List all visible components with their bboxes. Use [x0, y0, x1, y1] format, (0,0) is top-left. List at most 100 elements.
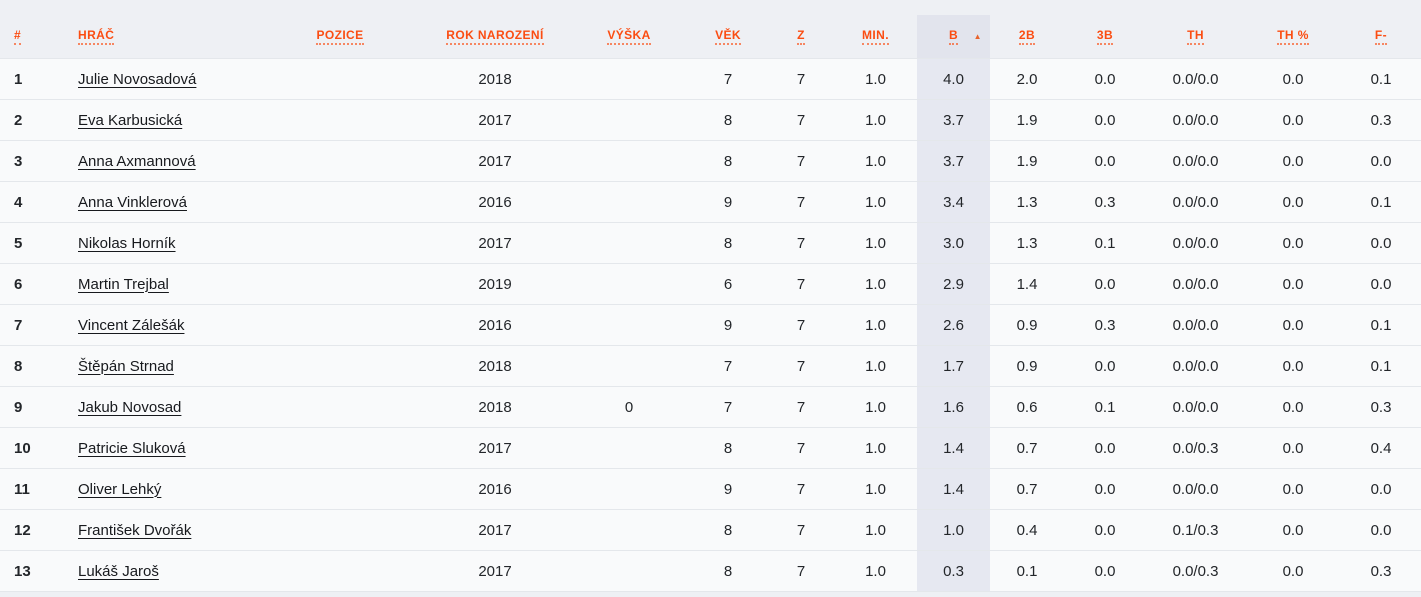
birth-year-cell: 2018 — [420, 386, 570, 428]
player-link[interactable]: Lukáš Jaroš — [78, 562, 159, 580]
rank-header-label[interactable]: # — [14, 28, 22, 45]
rank-cell: 9 — [0, 386, 64, 428]
free-throws-header-label[interactable]: TH — [1187, 28, 1204, 45]
three-point-cell: 0.3 — [1064, 181, 1146, 223]
age-header-label[interactable]: VĚK — [715, 28, 741, 45]
rank-cell: 2 — [0, 99, 64, 141]
three-point-header-label[interactable]: 3B — [1096, 28, 1114, 45]
position-cell — [260, 468, 420, 510]
player-link[interactable]: Eva Karbusická — [78, 111, 183, 129]
rank-cell: 6 — [0, 263, 64, 305]
points-cell: 1.4 — [917, 468, 990, 510]
position-cell — [260, 509, 420, 551]
player-row: 3 Anna Axmannová 2017 8 7 1.0 3.7 1.9 0.… — [0, 140, 1421, 182]
games-header-label[interactable]: Z — [797, 28, 805, 45]
fouls-cell: 0.1 — [1341, 304, 1421, 346]
sort-ascending-icon[interactable]: ▲ — [973, 31, 982, 41]
birth-year-cell: 2016 — [420, 304, 570, 346]
rank-cell: 10 — [0, 427, 64, 469]
position-header-label[interactable]: POZICE — [316, 28, 364, 45]
height-cell — [570, 222, 688, 264]
fouls-cell: 0.0 — [1341, 468, 1421, 510]
two-point-cell: 1.9 — [990, 99, 1064, 141]
three-point-cell: 0.0 — [1064, 99, 1146, 141]
birth-year-cell: 2019 — [420, 263, 570, 305]
points-header-label[interactable]: B — [948, 28, 959, 45]
age-cell: 8 — [688, 509, 768, 551]
column-header-position: POZICE — [260, 15, 420, 59]
age-cell: 9 — [688, 468, 768, 510]
games-cell: 7 — [768, 304, 834, 346]
games-cell: 7 — [768, 181, 834, 223]
two-point-cell: 0.9 — [990, 345, 1064, 387]
player-row: 9 Jakub Novosad 2018 0 7 7 1.0 1.6 0.6 0… — [0, 386, 1421, 428]
rank-cell: 13 — [0, 550, 64, 592]
player-cell: Patricie Sluková — [64, 427, 260, 469]
ft-percent-cell: 0.0 — [1245, 386, 1341, 428]
three-point-cell: 0.0 — [1064, 58, 1146, 100]
minutes-cell: 1.0 — [834, 427, 917, 469]
position-cell — [260, 550, 420, 592]
birth-year-cell: 2016 — [420, 468, 570, 510]
fouls-cell: 0.0 — [1341, 222, 1421, 264]
birth-year-header-label[interactable]: ROK NAROZENÍ — [446, 28, 544, 45]
games-cell: 7 — [768, 509, 834, 551]
two-point-cell: 0.4 — [990, 509, 1064, 551]
fouls-cell: 0.1 — [1341, 181, 1421, 223]
player-row: 4 Anna Vinklerová 2016 9 7 1.0 3.4 1.3 0… — [0, 181, 1421, 223]
table-body: 1 Julie Novosadová 2018 7 7 1.0 4.0 2.0 … — [0, 58, 1421, 592]
height-cell — [570, 181, 688, 223]
two-point-cell: 1.3 — [990, 222, 1064, 264]
player-cell: Anna Axmannová — [64, 140, 260, 182]
two-point-header-label[interactable]: 2B — [1018, 28, 1036, 45]
player-link[interactable]: František Dvořák — [78, 521, 192, 539]
column-header-player: HRÁČ — [64, 15, 260, 59]
height-header-label[interactable]: VÝŠKA — [607, 28, 651, 45]
player-cell: Vincent Zálešák — [64, 304, 260, 346]
player-header-label[interactable]: HRÁČ — [78, 28, 115, 45]
column-header-minutes: MIN. — [834, 15, 917, 59]
free-throws-cell: 0.0/0.0 — [1146, 386, 1245, 428]
rank-cell: 1 — [0, 58, 64, 100]
minutes-cell: 1.0 — [834, 386, 917, 428]
player-link[interactable]: Anna Vinklerová — [78, 193, 187, 211]
fouls-header-label[interactable]: F- — [1374, 28, 1388, 45]
games-cell: 7 — [768, 386, 834, 428]
three-point-cell: 0.3 — [1064, 304, 1146, 346]
fouls-cell: 0.4 — [1341, 427, 1421, 469]
player-link[interactable]: Vincent Zálešák — [78, 316, 185, 334]
position-cell — [260, 427, 420, 469]
minutes-header-label[interactable]: MIN. — [862, 28, 889, 45]
free-throws-cell: 0.0/0.3 — [1146, 427, 1245, 469]
three-point-cell: 0.1 — [1064, 386, 1146, 428]
birth-year-cell: 2018 — [420, 58, 570, 100]
age-cell: 8 — [688, 140, 768, 182]
player-link[interactable]: Oliver Lehký — [78, 480, 162, 498]
player-link[interactable]: Patricie Sluková — [78, 439, 186, 457]
ft-percent-header-label[interactable]: TH % — [1277, 28, 1309, 45]
minutes-cell: 1.0 — [834, 345, 917, 387]
games-cell: 7 — [768, 222, 834, 264]
player-row: 6 Martin Trejbal 2019 6 7 1.0 2.9 1.4 0.… — [0, 263, 1421, 305]
position-cell — [260, 222, 420, 264]
player-link[interactable]: Anna Axmannová — [78, 152, 196, 170]
player-link[interactable]: Martin Trejbal — [78, 275, 169, 293]
position-cell — [260, 99, 420, 141]
player-link[interactable]: Štěpán Strnad — [78, 357, 174, 375]
height-cell — [570, 427, 688, 469]
player-link[interactable]: Nikolas Horník — [78, 234, 176, 252]
column-header-birth-year: ROK NAROZENÍ — [420, 15, 570, 59]
three-point-cell: 0.0 — [1064, 468, 1146, 510]
player-link[interactable]: Jakub Novosad — [78, 398, 182, 416]
fouls-cell: 0.0 — [1341, 509, 1421, 551]
two-point-cell: 1.4 — [990, 263, 1064, 305]
games-cell: 7 — [768, 468, 834, 510]
points-cell: 1.4 — [917, 427, 990, 469]
position-cell — [260, 140, 420, 182]
ft-percent-cell: 0.0 — [1245, 181, 1341, 223]
height-cell: 0 — [570, 386, 688, 428]
games-cell: 7 — [768, 345, 834, 387]
player-cell: Nikolas Horník — [64, 222, 260, 264]
player-link[interactable]: Julie Novosadová — [78, 70, 197, 88]
height-cell — [570, 304, 688, 346]
